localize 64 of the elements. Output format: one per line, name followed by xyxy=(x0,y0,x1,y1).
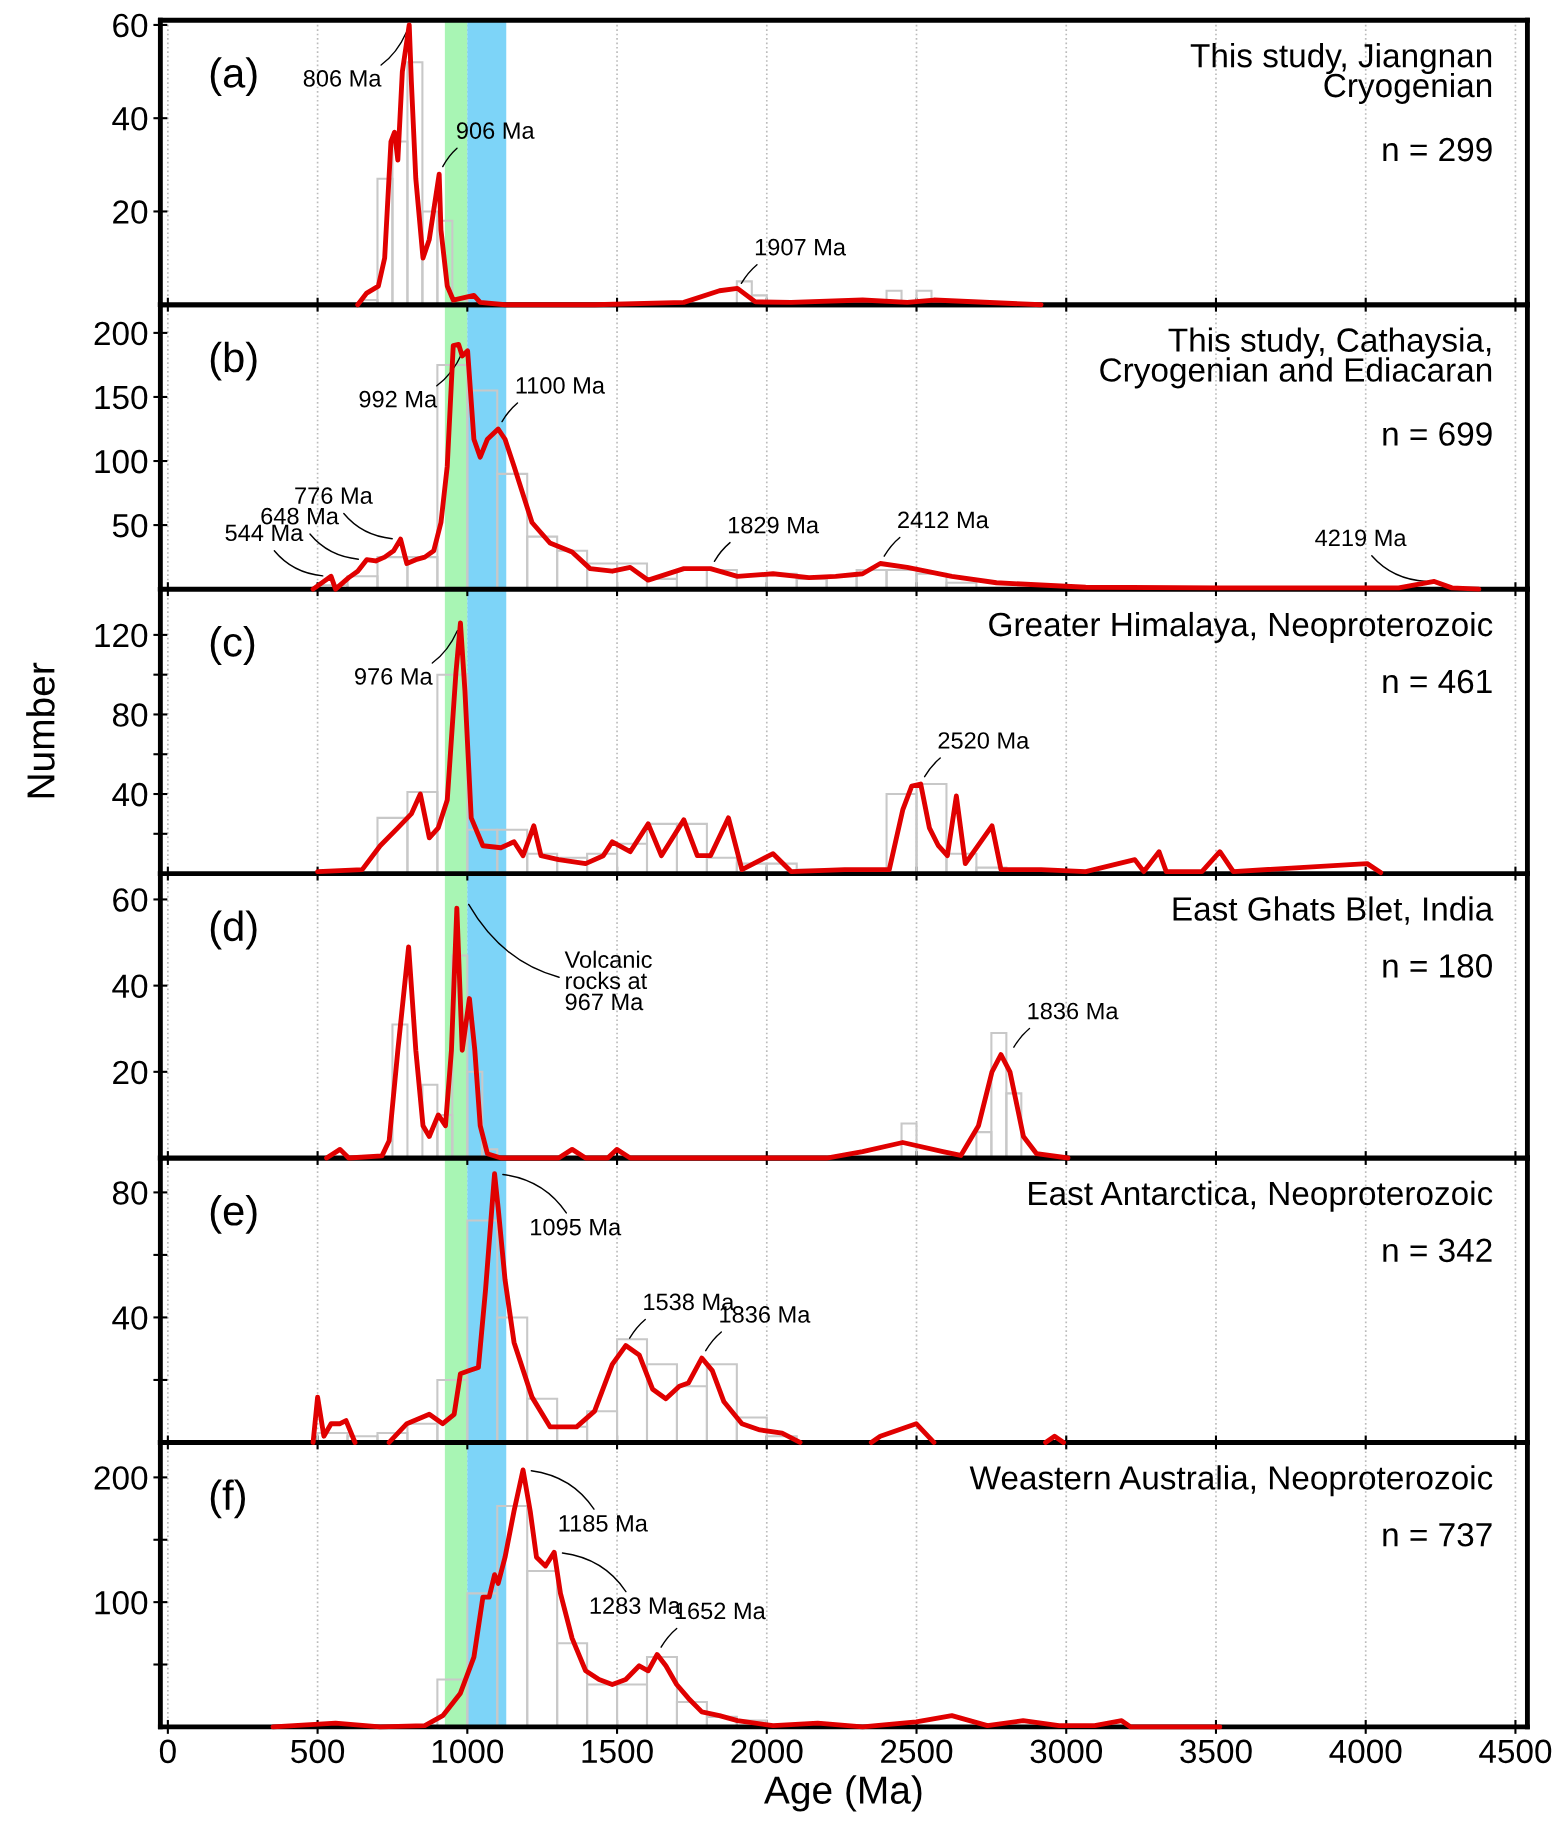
x-tick-label: 4500 xyxy=(1479,1739,1552,1764)
annotation: 1095 Ma xyxy=(531,1218,622,1236)
y-tick-label: 40 xyxy=(112,782,148,807)
annotation: 1100 Ma xyxy=(516,377,605,394)
annotation: 1185 Ma xyxy=(559,1514,648,1532)
annotation: (a) xyxy=(210,57,257,97)
annotation: 1907 Ma xyxy=(755,238,846,256)
x-axis-title: Age (Ma) xyxy=(764,1775,922,1812)
x-tick-label: 500 xyxy=(291,1739,345,1764)
y-tick-label: 20 xyxy=(113,200,148,224)
annotation: 648 Ma xyxy=(261,507,339,525)
y-tick-label: 120 xyxy=(95,623,148,648)
y-tick-label: 60 xyxy=(113,888,148,912)
x-tick-label: 2000 xyxy=(731,1739,803,1764)
annotation: East Ghats Blet, India xyxy=(1173,896,1494,925)
y-tick-label: 200 xyxy=(94,321,148,346)
y-tick-label: 200 xyxy=(94,1466,148,1490)
y-tick-label: 50 xyxy=(112,513,148,538)
annotation: (c) xyxy=(210,626,255,665)
annotation: (f) xyxy=(210,1479,245,1519)
band-label: Volcanic rocks at 967 Ma xyxy=(564,950,652,1011)
annotation: 4219 Ma xyxy=(1315,529,1407,547)
x-tick-label: 3500 xyxy=(1180,1739,1252,1764)
annotation: East Antarctica, Neoproterozoic xyxy=(1029,1180,1493,1212)
annotation: 992 Ma xyxy=(359,390,438,408)
y-tick-label: 40 xyxy=(112,1306,148,1330)
x-tick-label: 2500 xyxy=(881,1739,953,1764)
x-tick-label: 4000 xyxy=(1329,1739,1402,1764)
annotation: n = 737 xyxy=(1383,1522,1492,1547)
annotation: 1829 Ma xyxy=(728,516,820,534)
annotation: (d) xyxy=(210,910,257,950)
y-tick-label: 100 xyxy=(95,1590,148,1615)
annotation: 906 Ma xyxy=(456,122,535,139)
annotation: 776 Ma xyxy=(295,487,373,504)
y-axis-title: Number xyxy=(26,662,55,798)
annotation: 544 Ma xyxy=(225,524,304,542)
y-tick-label: 60 xyxy=(113,13,148,38)
annotation: 976 Ma xyxy=(355,668,433,685)
annotation: 2412 Ma xyxy=(898,511,989,529)
x-tick-label: 0 xyxy=(159,1739,176,1764)
annotation: (b) xyxy=(210,341,257,381)
annotation: n = 699 xyxy=(1383,422,1492,446)
annotation: This study, Jiangnan Cryogenian xyxy=(1190,43,1492,104)
annotation: 806 Ma xyxy=(303,70,382,87)
y-tick-label: 40 xyxy=(112,974,148,999)
annotation: This study, Cathaysia, Cryogenian and Ediacaran xyxy=(1100,327,1492,389)
annotation: 1836 Ma xyxy=(1028,1002,1119,1020)
x-tick-label: 1500 xyxy=(582,1739,653,1764)
y-tick-label: 20 xyxy=(113,1060,148,1085)
annotation: n = 299 xyxy=(1383,137,1492,162)
annotation: 2520 Ma xyxy=(938,732,1030,749)
x-tick-label: 3000 xyxy=(1030,1739,1103,1764)
y-tick-label: 80 xyxy=(112,1181,148,1205)
y-tick-label: 100 xyxy=(95,449,148,474)
annotation: n = 180 xyxy=(1383,954,1492,978)
annotation: Greater Himalaya, Neoproterozoic xyxy=(989,611,1493,643)
x-tick-label: 1000 xyxy=(432,1739,504,1764)
y-tick-label: 150 xyxy=(95,385,148,410)
annotation: n = 342 xyxy=(1383,1238,1492,1263)
y-tick-label: 80 xyxy=(112,703,148,727)
annotation: Weastern Australia, Neoproterozoic xyxy=(969,1465,1493,1497)
y-tick-label: 40 xyxy=(112,107,148,131)
annotation: (e) xyxy=(210,1195,257,1234)
annotation: n = 461 xyxy=(1383,669,1492,694)
